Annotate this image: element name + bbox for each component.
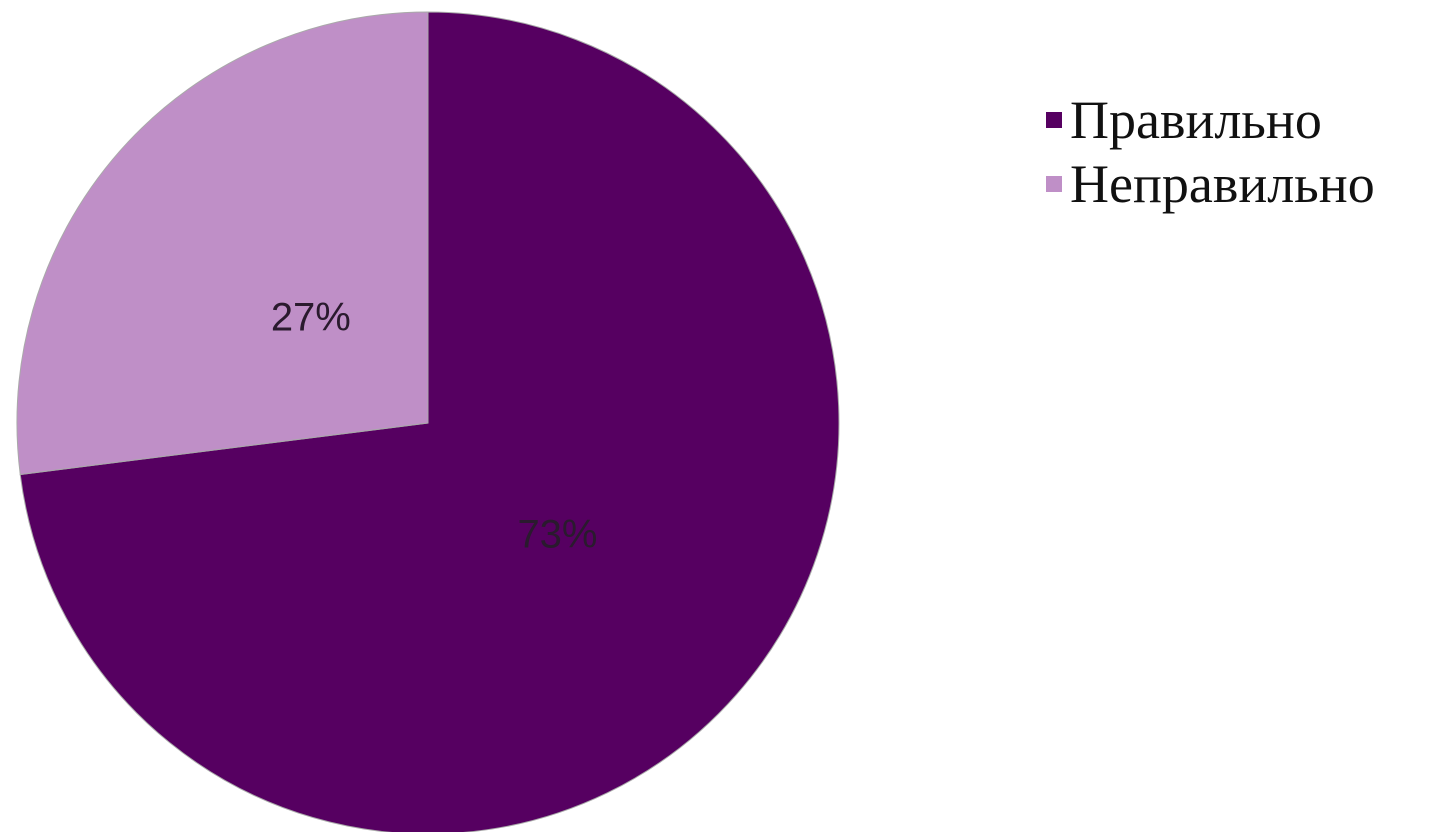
legend: Правильно Неправильно	[1046, 88, 1375, 216]
legend-item-incorrect: Неправильно	[1046, 152, 1375, 216]
legend-label-correct: Правильно	[1070, 90, 1322, 150]
pie-slices	[16, 11, 840, 832]
legend-label-incorrect: Неправильно	[1070, 154, 1375, 214]
pie-labels: 73% 27%	[271, 295, 598, 556]
legend-swatch-correct	[1046, 112, 1062, 128]
legend-item-correct: Правильно	[1046, 88, 1375, 152]
pie-slice-correct	[19, 11, 840, 832]
pie-label-incorrect: 27%	[271, 295, 351, 339]
pie-label-correct: 73%	[517, 513, 597, 557]
legend-swatch-incorrect	[1046, 176, 1062, 192]
pie-slice-incorrect	[16, 11, 429, 476]
